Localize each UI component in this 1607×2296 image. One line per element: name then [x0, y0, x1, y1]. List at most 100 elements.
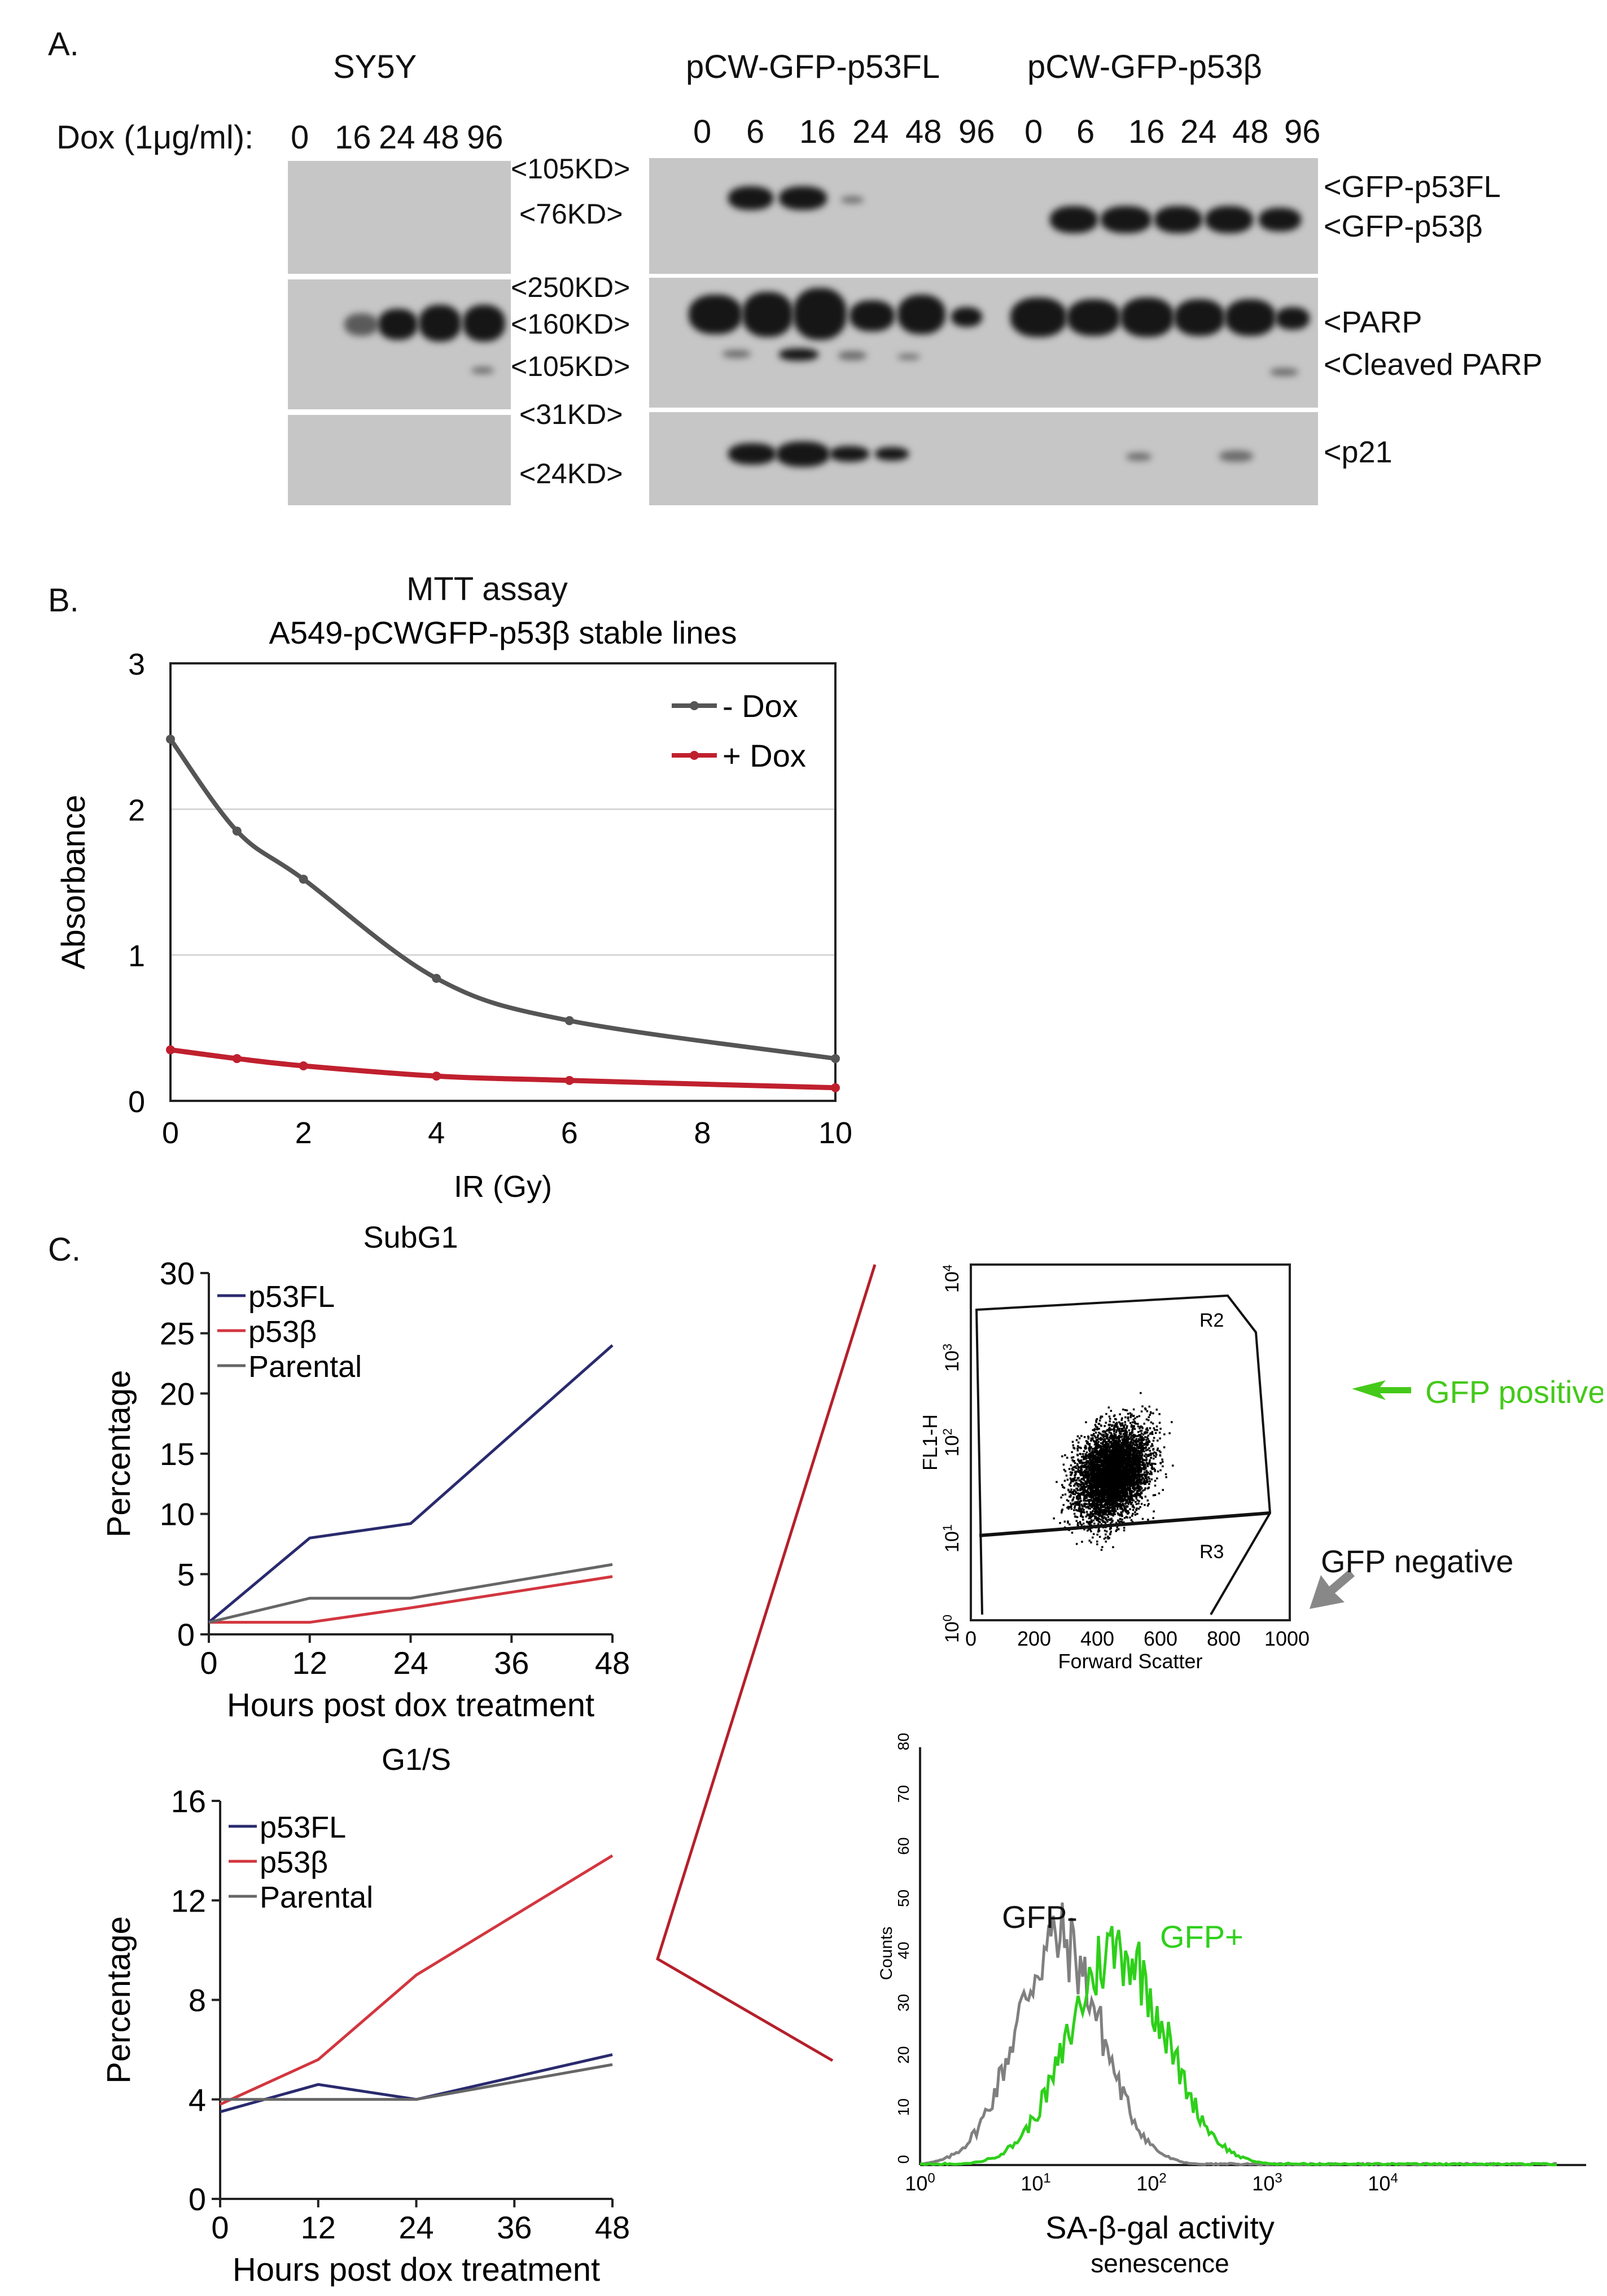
scatter-dot	[1122, 1493, 1124, 1495]
scatter-dot	[1084, 1462, 1087, 1464]
scatter-dot	[1129, 1414, 1132, 1416]
scatter-dot	[1140, 1487, 1143, 1489]
scatter-dot	[1141, 1459, 1144, 1462]
scatter-dot	[1129, 1465, 1132, 1467]
scatter-dot	[1128, 1486, 1131, 1489]
scatter-dot	[1124, 1502, 1127, 1505]
scatter-dot	[1124, 1481, 1127, 1483]
scatter-dot	[1127, 1511, 1130, 1514]
scatter-dot	[1154, 1470, 1156, 1472]
scatter-dot	[1089, 1448, 1091, 1450]
scatter-dot	[1107, 1484, 1109, 1486]
scatter-dot	[1145, 1462, 1148, 1464]
data-point	[564, 1075, 574, 1085]
scatter-dot	[1139, 1506, 1141, 1508]
scatter-dot	[1076, 1464, 1079, 1467]
scatter-dot	[1088, 1517, 1091, 1520]
scatter-dot	[1117, 1437, 1120, 1440]
scatter-dot	[1083, 1483, 1085, 1486]
scatter-dot	[1092, 1519, 1094, 1522]
scatter-dot	[1118, 1449, 1120, 1451]
scatter-dot	[1085, 1451, 1088, 1454]
scatter-dot	[1092, 1536, 1094, 1539]
scatter-dot	[1126, 1468, 1129, 1470]
x-tick-label: 10	[818, 1116, 852, 1150]
scatter-dot	[1113, 1428, 1115, 1431]
scatter-dot	[1123, 1506, 1126, 1508]
scatter-dot	[1123, 1426, 1126, 1429]
scatter-dot	[1087, 1473, 1089, 1476]
scatter-dot	[1142, 1482, 1144, 1484]
scatter-dot	[1151, 1445, 1154, 1447]
panel-b-letter: B.	[48, 582, 79, 619]
scatter-dot	[1076, 1447, 1079, 1450]
scatter-dot	[1098, 1520, 1100, 1523]
scatter-dot	[1072, 1460, 1075, 1463]
scatter-dot	[1108, 1537, 1110, 1540]
scatter-dot	[1116, 1503, 1119, 1506]
scatter-dot	[1119, 1413, 1121, 1415]
data-point	[299, 874, 308, 884]
scatter-dot	[1102, 1520, 1105, 1523]
scatter-dot	[1125, 1459, 1127, 1462]
scatter-dot	[1133, 1488, 1136, 1490]
scatter-dot	[1159, 1469, 1162, 1472]
scatter-dot	[1128, 1449, 1131, 1452]
scatter-dot	[1096, 1459, 1098, 1462]
scatter-dot	[1100, 1464, 1103, 1467]
scatter-dot	[1132, 1506, 1135, 1508]
scatter-dot	[1107, 1516, 1110, 1518]
scatter-dot	[1094, 1470, 1097, 1472]
scatter-dot	[1134, 1449, 1136, 1452]
scatter-dot	[1139, 1495, 1141, 1498]
scatter-dot	[1094, 1513, 1097, 1515]
scatter-dot	[1147, 1471, 1149, 1474]
band	[850, 300, 895, 331]
scatter-dot	[1080, 1474, 1082, 1476]
scatter-dot	[1128, 1501, 1131, 1503]
scatter-dot	[1148, 1462, 1150, 1465]
scatter-dot	[1145, 1470, 1148, 1472]
scatter-dot	[1094, 1475, 1096, 1477]
scatter-dot	[1126, 1511, 1128, 1514]
scatter-dot	[1120, 1424, 1122, 1427]
scatter-dot	[1097, 1529, 1100, 1532]
scatter-dot	[1088, 1454, 1091, 1457]
scatter-dot	[1136, 1486, 1139, 1489]
scatter-dot	[1095, 1507, 1097, 1509]
scatter-dot	[1117, 1445, 1119, 1447]
scatter-dot	[1119, 1468, 1121, 1471]
scatter-dot	[1112, 1498, 1115, 1501]
scatter-dot	[1094, 1447, 1097, 1450]
scatter-dot	[1093, 1429, 1096, 1432]
scatter-dot	[1100, 1482, 1103, 1484]
scatter-dot	[1128, 1466, 1130, 1468]
scatter-dot	[1081, 1507, 1084, 1510]
scatter-dot	[1089, 1447, 1091, 1449]
scatter-dot	[1098, 1428, 1100, 1430]
scatter-dot	[1135, 1480, 1138, 1482]
scatter-dot	[1102, 1447, 1105, 1450]
scatter-dot	[1075, 1543, 1078, 1545]
scatter-dot	[1118, 1475, 1121, 1477]
scatter-dot	[1104, 1506, 1106, 1508]
scatter-dot	[1139, 1427, 1141, 1429]
scatter-dot	[1115, 1484, 1117, 1486]
scatter-dot	[1109, 1497, 1112, 1500]
scatter-dot	[1144, 1489, 1146, 1491]
scatter-dot	[1102, 1511, 1105, 1514]
data-point	[831, 1054, 840, 1064]
scatter-dot	[1138, 1466, 1140, 1468]
band	[378, 309, 418, 340]
scatter-dot	[1112, 1442, 1114, 1444]
scatter-dot	[1108, 1431, 1111, 1434]
y-tick-label: 25	[160, 1316, 195, 1352]
scatter-dot	[1131, 1435, 1133, 1437]
scatter-dot	[1090, 1465, 1092, 1467]
scatter-dot	[1114, 1507, 1116, 1510]
scatter-dot	[1115, 1429, 1118, 1432]
scatter-dot	[1143, 1447, 1145, 1450]
scatter-dot	[1071, 1467, 1074, 1470]
scatter-dot	[1060, 1496, 1062, 1499]
